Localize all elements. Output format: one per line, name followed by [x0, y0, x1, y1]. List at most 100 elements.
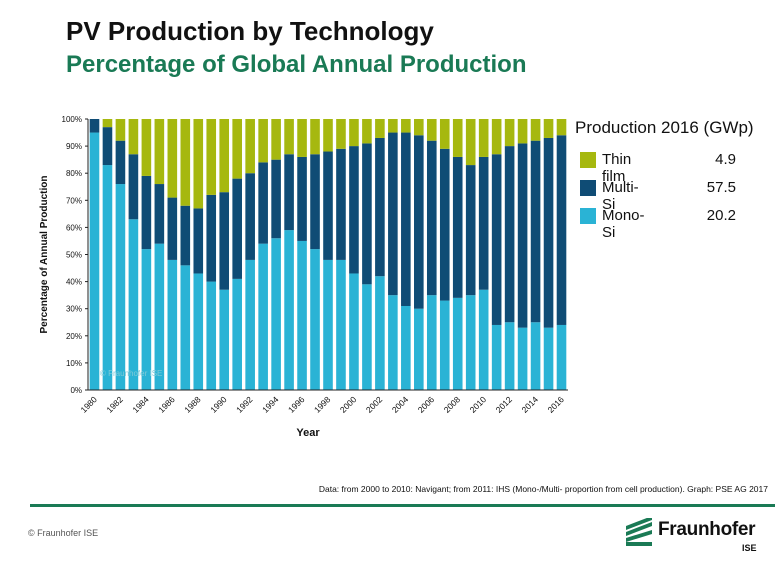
bar-thin-film [323, 119, 333, 152]
bar-thin-film [154, 119, 165, 185]
bar-mono-si [141, 249, 152, 390]
bar-mono-si [206, 281, 217, 390]
legend-swatch-mono-si [580, 208, 596, 224]
legend-value: 20.2 [706, 207, 736, 224]
bar-multi-si [258, 162, 268, 244]
x-tick-label: 1988 [182, 394, 203, 415]
bar-thin-film [258, 119, 268, 163]
bar-multi-si [141, 175, 152, 250]
legend-value: 4.9 [715, 151, 736, 168]
y-tick-label: 20% [66, 332, 82, 341]
bar-thin-film [530, 119, 541, 141]
y-axis-title: Percentage of Annual Production [39, 176, 50, 334]
bar-multi-si [556, 135, 567, 325]
bar-multi-si [89, 119, 100, 133]
y-tick-label: 40% [66, 278, 82, 287]
bar-thin-film [193, 119, 204, 209]
x-tick-label: 2008 [442, 394, 463, 415]
bar-mono-si [323, 259, 333, 390]
bar-mono-si [556, 324, 567, 390]
logo-subtext: ISE [742, 543, 757, 553]
x-tick-label: 2010 [468, 394, 489, 415]
x-tick-label: 1992 [234, 394, 255, 415]
data-source-footnote: Data: from 2000 to 2010: Navigant; from … [318, 484, 768, 494]
y-tick-label: 90% [66, 142, 82, 151]
x-tick-label: 1984 [130, 394, 151, 415]
x-tick-label: 1986 [156, 394, 177, 415]
y-tick-label: 30% [66, 305, 82, 314]
bar-multi-si [530, 140, 541, 323]
bar-thin-film [504, 119, 515, 147]
x-axis-title: Year [296, 427, 320, 439]
bar-multi-si [128, 154, 139, 220]
bar-thin-film [439, 119, 450, 149]
bar-multi-si [102, 127, 113, 166]
chart-subtitle: Percentage of Global Annual Production [66, 51, 527, 78]
bar-multi-si [426, 140, 437, 296]
legend-swatch-thin-film [580, 152, 596, 168]
bar-multi-si [323, 151, 333, 260]
bar-mono-si [478, 289, 489, 390]
bar-mono-si [154, 243, 165, 390]
bar-thin-film [206, 119, 217, 195]
bar-thin-film [102, 119, 113, 128]
bar-thin-film [401, 119, 411, 133]
bar-multi-si [193, 208, 204, 274]
bar-thin-film [167, 119, 178, 198]
bar-mono-si [530, 322, 541, 390]
x-tick-label: 1982 [104, 394, 125, 415]
y-tick-label: 50% [66, 251, 82, 260]
y-tick-label: 100% [62, 115, 82, 124]
bar-mono-si [310, 249, 320, 390]
bar-mono-si [89, 132, 100, 391]
fraunhofer-logo: Fraunhofer ISE [626, 516, 766, 560]
bar-thin-film [452, 119, 463, 157]
bar-multi-si [517, 143, 528, 328]
legend-swatch-multi-si [580, 180, 596, 196]
bar-mono-si [128, 219, 139, 390]
bar-mono-si [426, 295, 437, 390]
bar-thin-film [128, 119, 139, 155]
x-tick-label: 2004 [390, 394, 411, 415]
x-tick-label: 1980 [78, 394, 99, 415]
bar-thin-film [336, 119, 346, 149]
x-tick-label: 1990 [208, 394, 229, 415]
y-tick-label: 60% [66, 223, 82, 232]
bar-mono-si [375, 276, 385, 390]
bar-thin-film [375, 119, 385, 138]
bar-mono-si [401, 305, 411, 390]
x-tick-label: 2016 [545, 394, 566, 415]
legend-label: Mono-Si [602, 207, 645, 241]
bar-mono-si [465, 295, 476, 390]
bar-mono-si [102, 165, 113, 390]
bar-thin-film [426, 119, 437, 141]
bar-thin-film [414, 119, 424, 136]
bar-multi-si [388, 132, 398, 296]
bar-multi-si [543, 137, 554, 328]
bar-thin-film [245, 119, 255, 174]
bar-multi-si [375, 137, 385, 277]
logo-wordmark: Fraunhofer [658, 519, 756, 540]
bar-multi-si [439, 148, 450, 301]
fraunhofer-logo-icon [626, 518, 652, 546]
bar-thin-film [362, 119, 372, 144]
x-tick-label: 2002 [364, 394, 385, 415]
bar-mono-si [349, 273, 359, 390]
bar-multi-si [349, 146, 359, 274]
bar-multi-si [206, 194, 217, 282]
bar-mono-si [284, 230, 294, 390]
bar-mono-si [245, 259, 255, 390]
bar-multi-si [310, 154, 320, 250]
x-tick-label: 1994 [260, 394, 281, 415]
bar-thin-film [310, 119, 320, 155]
bar-thin-film [232, 119, 242, 179]
chart-watermark: © Fraunhofer ISE [100, 369, 163, 378]
bar-multi-si [297, 156, 307, 241]
bar-multi-si [465, 165, 476, 296]
bar-multi-si [284, 154, 294, 231]
bar-thin-film [543, 119, 554, 138]
legend-label: Multi-Si [602, 179, 639, 213]
legend-label: Thin film [602, 151, 632, 185]
bar-thin-film [284, 119, 294, 155]
x-tick-label: 2014 [520, 394, 541, 415]
